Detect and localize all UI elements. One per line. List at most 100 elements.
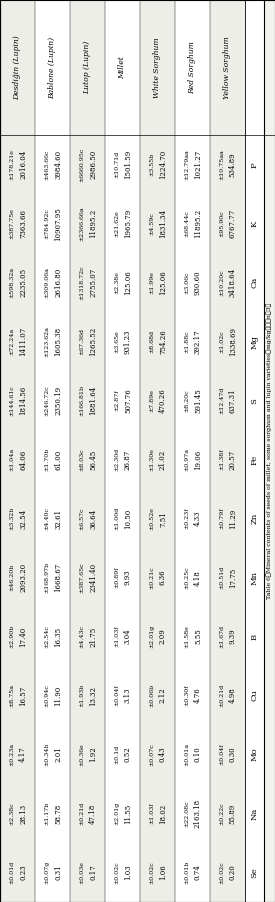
Text: ±387.65c: ±387.65c — [79, 562, 84, 593]
Text: ±0.25c: ±0.25c — [184, 566, 189, 589]
Text: ±0.79f: ±0.79f — [219, 508, 224, 529]
Text: ±0.02c: ±0.02c — [219, 861, 224, 884]
Text: 47.18: 47.18 — [89, 804, 97, 824]
Text: 0.10: 0.10 — [194, 747, 202, 762]
Text: 2755.07: 2755.07 — [89, 268, 97, 298]
Text: 0.43: 0.43 — [159, 747, 167, 762]
Text: ±0.22c: ±0.22c — [219, 802, 224, 825]
Text: Cu: Cu — [250, 690, 258, 702]
Text: Zn: Zn — [250, 513, 258, 524]
Text: 1265.52: 1265.52 — [89, 327, 97, 356]
Text: 2235.05: 2235.05 — [19, 268, 27, 298]
Text: 6767.77: 6767.77 — [229, 209, 237, 238]
Text: ±1.58e: ±1.58e — [184, 625, 189, 648]
Text: ±168.97b: ±168.97b — [44, 562, 49, 594]
Text: ±1.88c: ±1.88c — [184, 330, 189, 353]
Text: ±1.67d: ±1.67d — [219, 625, 224, 649]
Text: 16.35: 16.35 — [54, 627, 62, 647]
Text: ±0.01d: ±0.01d — [9, 861, 14, 884]
Text: ±0.21d: ±0.21d — [219, 684, 224, 707]
Text: Millet: Millet — [118, 56, 126, 79]
Text: ±178.21e: ±178.21e — [9, 150, 14, 180]
Text: ±4.40c: ±4.40c — [44, 507, 49, 530]
Text: 10907.95: 10907.95 — [54, 207, 62, 241]
Text: ±8.68d: ±8.68d — [149, 330, 154, 354]
Text: 0.52: 0.52 — [124, 747, 132, 762]
Text: Mg: Mg — [250, 335, 258, 349]
Text: ±0.89f: ±0.89f — [114, 566, 119, 588]
Text: ±0.04f: ±0.04f — [114, 685, 119, 706]
Text: 1.03: 1.03 — [124, 865, 132, 880]
Text: ±0.34b: ±0.34b — [44, 743, 49, 767]
Text: 7363.66: 7363.66 — [19, 209, 27, 238]
Text: 17.75: 17.75 — [229, 567, 237, 588]
Text: ±1.00d: ±1.00d — [114, 507, 119, 530]
Text: 26.87: 26.87 — [124, 449, 132, 470]
Polygon shape — [70, 0, 105, 902]
Text: ±0.21c: ±0.21c — [149, 566, 154, 589]
Text: ±21.62e: ±21.62e — [114, 210, 119, 237]
Text: ±8.75a: ±8.75a — [9, 684, 14, 707]
Text: ±12.47d: ±12.47d — [219, 387, 224, 414]
Text: ±3.65e: ±3.65e — [114, 330, 119, 353]
Text: ±0.02c: ±0.02c — [149, 861, 154, 884]
Text: Mo: Mo — [250, 748, 258, 761]
Text: 470.26: 470.26 — [159, 389, 167, 413]
Text: 0.74: 0.74 — [194, 865, 202, 880]
Text: 1224.70: 1224.70 — [159, 150, 167, 179]
Text: 11.55: 11.55 — [124, 804, 132, 824]
Text: 0.17: 0.17 — [89, 865, 97, 880]
Text: Red Sorghum: Red Sorghum — [188, 41, 196, 94]
Text: ±0.02c: ±0.02c — [114, 861, 119, 884]
Text: 10.50: 10.50 — [124, 509, 132, 529]
Text: ±1.30e: ±1.30e — [149, 448, 154, 471]
Text: 5.55: 5.55 — [194, 629, 202, 644]
Text: 591.45: 591.45 — [194, 389, 202, 413]
Text: 56.45: 56.45 — [89, 449, 97, 470]
Text: ±0.30f: ±0.30f — [184, 685, 189, 706]
Text: ±22.08c: ±22.08c — [184, 800, 189, 827]
Text: ±46.20b: ±46.20b — [9, 564, 14, 592]
Text: 11895.2: 11895.2 — [89, 209, 97, 238]
Text: 1881.64: 1881.64 — [89, 386, 97, 415]
Text: 21.75: 21.75 — [89, 627, 97, 647]
Text: ±2.87f: ±2.87f — [114, 390, 119, 411]
Text: Yellow Sorghum: Yellow Sorghum — [223, 36, 231, 99]
Text: 2.09: 2.09 — [159, 629, 167, 644]
Text: 754.26: 754.26 — [159, 329, 167, 354]
Text: 2.12: 2.12 — [159, 687, 167, 704]
Text: Fe: Fe — [250, 455, 258, 465]
Text: ±2.30d: ±2.30d — [114, 448, 119, 472]
Text: ±0.04f: ±0.04f — [219, 744, 224, 766]
Text: P: P — [250, 162, 258, 168]
Text: 507.76: 507.76 — [124, 389, 132, 413]
Polygon shape — [245, 0, 264, 902]
Text: 931.23: 931.23 — [124, 329, 132, 354]
Text: ±7.89e: ±7.89e — [149, 390, 154, 412]
Text: 32.61: 32.61 — [54, 509, 62, 529]
Text: 3.13: 3.13 — [124, 688, 132, 704]
Text: 20.57: 20.57 — [229, 449, 237, 470]
Text: ±0.07c: ±0.07c — [149, 743, 154, 766]
Text: ±95.90c: ±95.90c — [219, 210, 224, 237]
Text: 1338.69: 1338.69 — [229, 327, 237, 356]
Text: 1.06: 1.06 — [159, 865, 167, 880]
Text: 2341.40: 2341.40 — [89, 563, 97, 593]
Text: ±72.24a: ±72.24a — [9, 328, 14, 355]
Text: 16.57: 16.57 — [19, 686, 27, 705]
Text: ±1.02c: ±1.02c — [219, 330, 224, 353]
Text: ±1.70b: ±1.70b — [44, 448, 49, 472]
Text: Table 6　Mineral contents of seeds of millet, some sorghum and lupin varieties（mg: Table 6 Mineral contents of seeds of mil… — [267, 303, 272, 599]
Text: ±0.01a: ±0.01a — [184, 743, 189, 766]
Text: ±309.06a: ±309.06a — [44, 267, 49, 299]
Text: ±784.92c: ±784.92c — [44, 208, 49, 239]
Text: 2986.50: 2986.50 — [89, 150, 97, 179]
Text: Bablone (Lupin): Bablone (Lupin) — [48, 37, 56, 98]
Text: B: B — [250, 633, 258, 640]
Text: 0.20: 0.20 — [229, 865, 237, 880]
Text: ±1.03f: ±1.03f — [149, 803, 154, 824]
Text: ±2.38c: ±2.38c — [9, 802, 14, 825]
Text: ±0.36e: ±0.36e — [79, 743, 84, 766]
Text: ±2366.66a: ±2366.66a — [79, 207, 84, 241]
Polygon shape — [105, 0, 140, 902]
